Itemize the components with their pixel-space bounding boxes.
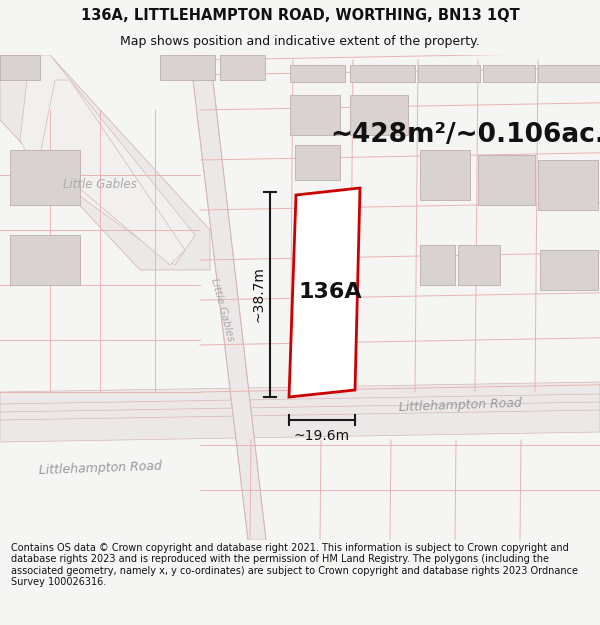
Polygon shape (10, 150, 80, 205)
Text: 136A: 136A (298, 282, 362, 302)
Text: Littlehampton Road: Littlehampton Road (398, 396, 522, 414)
Polygon shape (290, 95, 340, 135)
Polygon shape (538, 65, 600, 82)
Polygon shape (483, 65, 535, 82)
Polygon shape (538, 160, 598, 210)
Text: ~19.6m: ~19.6m (294, 429, 350, 443)
Polygon shape (10, 235, 80, 285)
Polygon shape (0, 55, 210, 270)
Polygon shape (418, 65, 480, 82)
Text: 136A, LITTLEHAMPTON ROAD, WORTHING, BN13 1QT: 136A, LITTLEHAMPTON ROAD, WORTHING, BN13… (80, 8, 520, 23)
Polygon shape (295, 145, 340, 180)
Polygon shape (40, 80, 185, 265)
Polygon shape (160, 55, 215, 80)
Polygon shape (220, 55, 265, 80)
Text: Map shows position and indicative extent of the property.: Map shows position and indicative extent… (120, 35, 480, 48)
Polygon shape (0, 382, 600, 442)
Polygon shape (350, 65, 415, 82)
Text: ~38.7m: ~38.7m (251, 266, 265, 322)
Text: Contains OS data © Crown copyright and database right 2021. This information is : Contains OS data © Crown copyright and d… (11, 542, 578, 588)
Text: ~428m²/~0.106ac.: ~428m²/~0.106ac. (330, 122, 600, 148)
Polygon shape (350, 95, 408, 135)
Polygon shape (478, 155, 535, 205)
Text: Little Gables: Little Gables (63, 179, 137, 191)
Text: Littlehampton Road: Littlehampton Road (38, 459, 162, 477)
Polygon shape (289, 188, 360, 397)
Polygon shape (190, 55, 266, 540)
Polygon shape (420, 150, 470, 200)
Polygon shape (540, 250, 598, 290)
Polygon shape (420, 245, 455, 285)
Polygon shape (20, 55, 195, 265)
Text: Little Gables: Little Gables (209, 278, 235, 342)
Polygon shape (0, 55, 40, 80)
Polygon shape (290, 65, 345, 82)
Polygon shape (458, 245, 500, 285)
